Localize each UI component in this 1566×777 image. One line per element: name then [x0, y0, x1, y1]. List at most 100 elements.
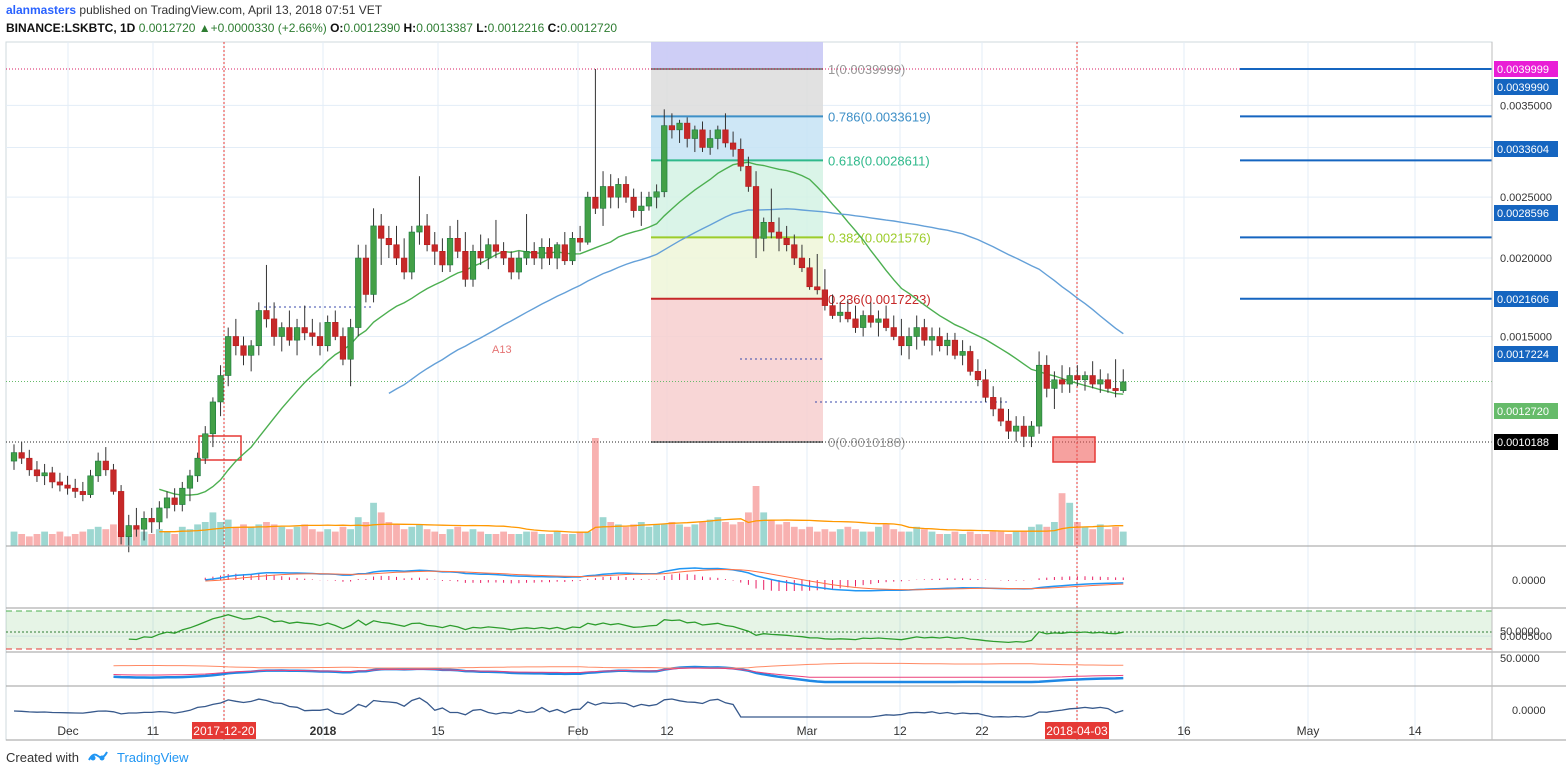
- volume-bar: [645, 526, 653, 546]
- volume-bar: [461, 531, 469, 546]
- open-label: O:: [330, 21, 344, 35]
- volume-bar: [790, 526, 798, 546]
- x-tick-label: May: [1297, 724, 1320, 738]
- volume-bar: [668, 522, 676, 546]
- candle-body: [569, 238, 576, 262]
- candle-body: [133, 525, 140, 530]
- volume-bar: [760, 512, 768, 546]
- volume-bar: [691, 524, 699, 546]
- volume-bar: [974, 534, 982, 546]
- price-tick-label: 0.0020000: [1500, 253, 1552, 265]
- volume-bar: [431, 531, 439, 546]
- candle-body: [653, 191, 660, 198]
- volume-bar: [377, 512, 385, 546]
- candle-body: [867, 315, 874, 323]
- candle-body: [263, 310, 270, 320]
- candle-body: [538, 247, 545, 259]
- candle-body: [837, 311, 844, 316]
- candle-body: [217, 375, 224, 403]
- volume-bar: [79, 531, 87, 546]
- volume-bar: [64, 536, 71, 546]
- candle-body: [584, 196, 591, 243]
- volume-bar: [347, 529, 354, 546]
- candle-body: [87, 475, 94, 495]
- candle-body: [523, 251, 530, 259]
- candle-body: [225, 336, 232, 376]
- x-tick-label: Mar: [797, 724, 818, 738]
- price-label-text: 0.0033604: [1497, 144, 1549, 156]
- volume-bar: [699, 522, 706, 546]
- low-label: L:: [476, 21, 488, 35]
- candle-body: [1005, 420, 1012, 432]
- candle-body: [492, 244, 500, 252]
- last-price: 0.0012720: [138, 21, 196, 35]
- volume-bar: [1096, 524, 1104, 546]
- volume-bar: [982, 534, 989, 546]
- candle-body: [691, 129, 698, 139]
- symbol-line: BINANCE:LSKBTC, 1D 0.0012720 ▲+0.0000330…: [6, 21, 617, 35]
- candle-body: [209, 401, 217, 435]
- volume-bar: [247, 526, 255, 546]
- candle-body: [1120, 381, 1127, 391]
- candle-body: [156, 507, 163, 523]
- x-tick-label: 15: [431, 724, 445, 738]
- volume-bar: [94, 526, 102, 546]
- candle-body: [347, 327, 354, 360]
- candle-body: [707, 138, 714, 148]
- volume-bar: [133, 529, 140, 546]
- price-label-text: 0.0039990: [1497, 82, 1549, 94]
- price-label-text: 0.0017224: [1497, 349, 1549, 361]
- candle-body: [1058, 379, 1066, 385]
- volume-bar: [308, 529, 316, 546]
- candle-body: [783, 238, 790, 246]
- volume-bar: [224, 519, 232, 546]
- candle-body: [515, 257, 522, 273]
- volume-bar: [385, 522, 393, 546]
- tradingview-logo-icon[interactable]: [87, 750, 109, 765]
- candle-body: [791, 244, 798, 259]
- candle-body: [1020, 425, 1027, 437]
- x-tick-label: Feb: [568, 724, 589, 738]
- candle-body: [890, 327, 897, 337]
- volume-bar: [1028, 526, 1035, 546]
- fib-label: 1(0.0039999): [828, 62, 905, 77]
- volume-bar: [56, 531, 64, 546]
- close-value: 0.0012720: [560, 21, 618, 35]
- candle-body: [684, 122, 691, 139]
- volume-bar: [676, 524, 683, 546]
- author-name[interactable]: alanmasters: [6, 3, 77, 17]
- symbol: BINANCE:LSKBTC, 1D: [6, 21, 136, 35]
- open-value: 0.0012390: [343, 21, 401, 35]
- candles: A13: [10, 68, 1127, 553]
- volume-bars: [10, 438, 1127, 546]
- volume-bar: [500, 531, 507, 546]
- candle-body: [806, 267, 813, 288]
- fib-label: 0.236(0.0017223): [828, 292, 931, 307]
- fib-label: 0(0.0010188): [828, 435, 905, 450]
- candle-body: [378, 225, 385, 239]
- volume-bar: [293, 526, 301, 546]
- price-tick-label: 0.0035000: [1500, 100, 1552, 112]
- x-tick-label: 22: [975, 724, 989, 738]
- volume-bar: [607, 522, 615, 546]
- volume-bar: [806, 526, 813, 546]
- candle-body: [446, 238, 454, 266]
- volume-bar: [745, 512, 752, 546]
- volume-bar: [798, 529, 806, 546]
- volume-bar: [270, 524, 278, 546]
- candle-body: [645, 196, 653, 207]
- volume-bar: [844, 526, 852, 546]
- candle-body: [1051, 379, 1058, 389]
- candle-body: [714, 129, 721, 139]
- volume-bar: [1020, 531, 1028, 546]
- candle-body: [997, 408, 1004, 422]
- candle-body: [439, 251, 446, 266]
- tradingview-link[interactable]: TradingView: [116, 750, 189, 765]
- candle-body: [737, 148, 744, 167]
- volume-bar: [18, 534, 26, 546]
- candle-body: [186, 475, 194, 489]
- candle-body: [454, 238, 461, 252]
- volume-bar: [10, 531, 18, 546]
- candle-body: [194, 457, 201, 477]
